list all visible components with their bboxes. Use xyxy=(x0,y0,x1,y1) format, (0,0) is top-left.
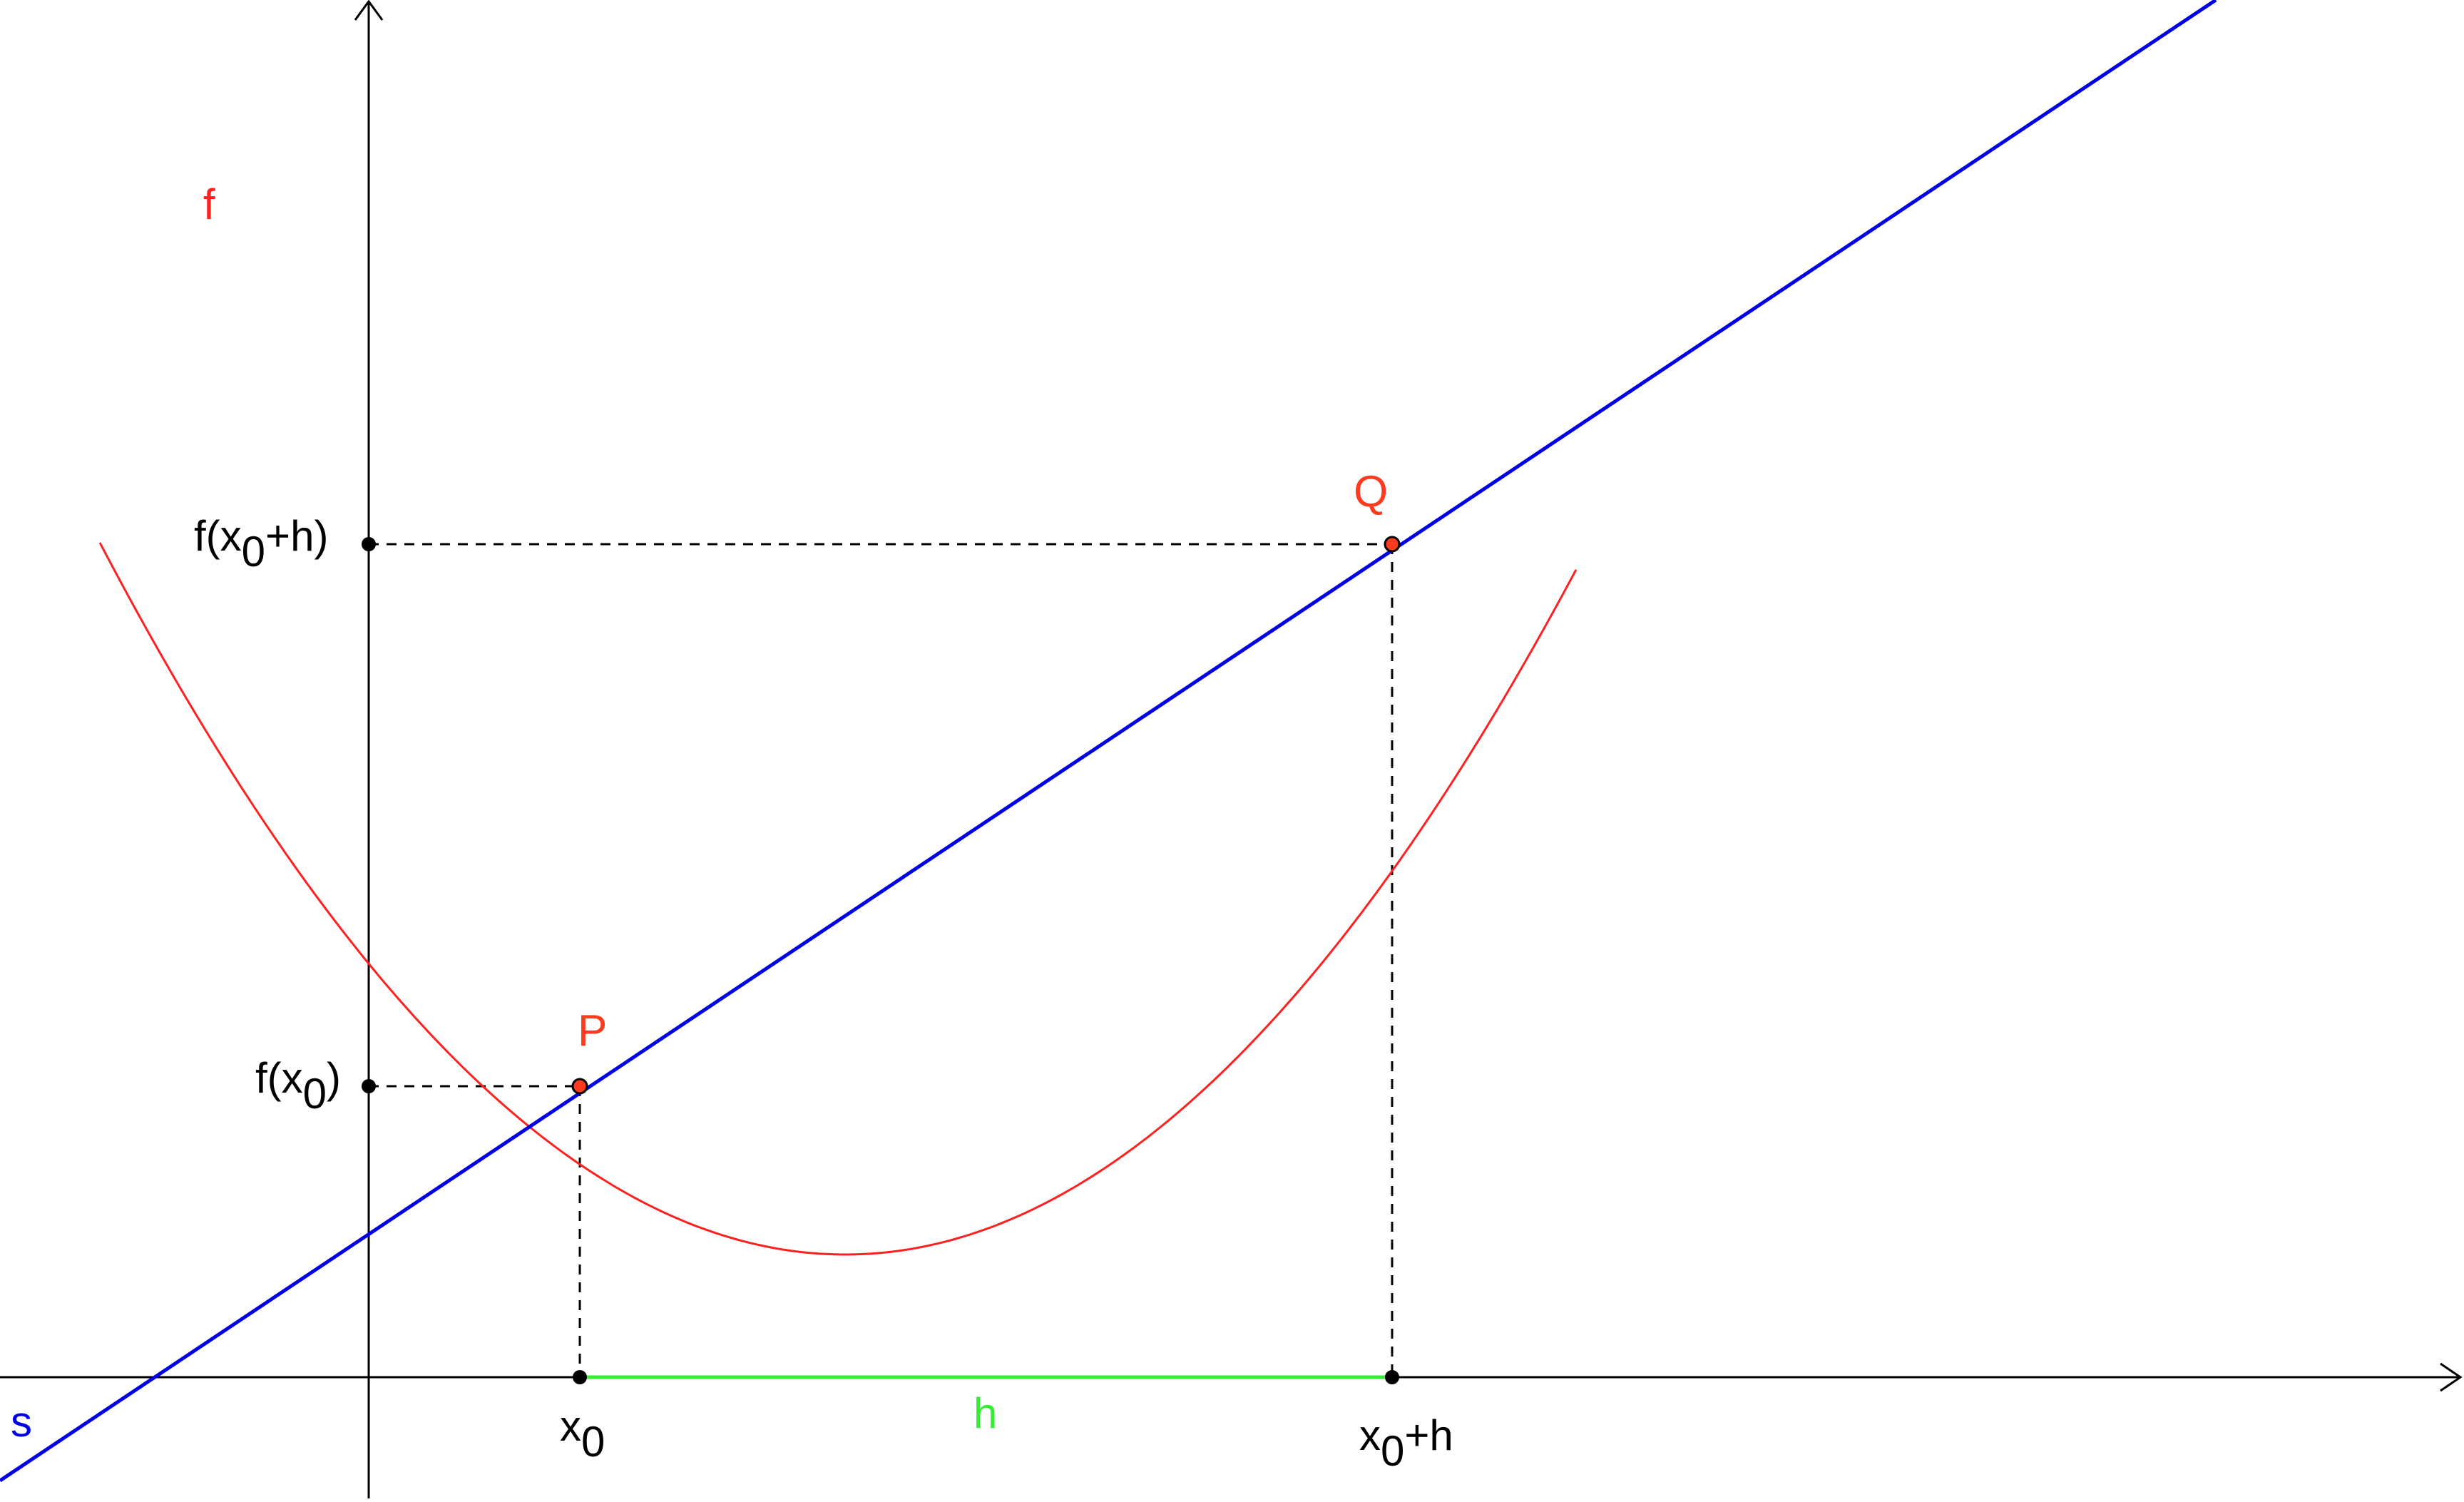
function-curve xyxy=(98,542,1578,1256)
guide-lines xyxy=(369,543,1394,1377)
point-q-label: Q xyxy=(1354,467,1388,516)
secant-line xyxy=(0,0,2217,1483)
x0-label: x0 xyxy=(560,1402,605,1466)
fx0h-label: f(x0+h) xyxy=(194,512,328,576)
y-axis-arrow xyxy=(354,0,384,21)
x0h-label: x0+h xyxy=(1359,1411,1453,1475)
point-fx0 xyxy=(362,1079,376,1093)
point-p-label: P xyxy=(578,1006,607,1056)
point-fx0h xyxy=(362,537,376,551)
h-label: h xyxy=(973,1389,997,1437)
point-x0h xyxy=(1385,1370,1399,1384)
point-q xyxy=(1384,536,1401,553)
fx0-label: f(x0) xyxy=(255,1054,341,1118)
x-axis-arrow xyxy=(2440,1362,2463,1392)
secant-label: s xyxy=(11,1398,32,1446)
curve-label: f xyxy=(203,180,215,228)
point-x0 xyxy=(573,1370,587,1384)
point-p xyxy=(571,1078,588,1095)
